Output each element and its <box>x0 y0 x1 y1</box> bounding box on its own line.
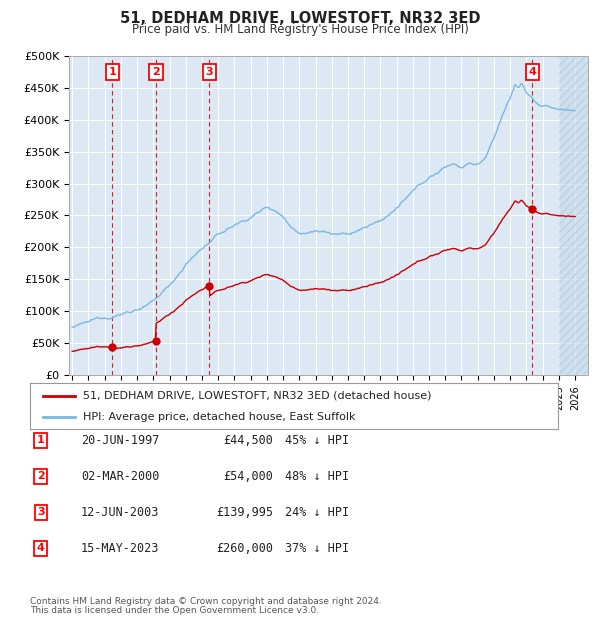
Text: 2: 2 <box>152 67 160 77</box>
Text: 37% ↓ HPI: 37% ↓ HPI <box>285 542 349 554</box>
Text: Price paid vs. HM Land Registry's House Price Index (HPI): Price paid vs. HM Land Registry's House … <box>131 23 469 36</box>
Text: 1: 1 <box>37 435 44 445</box>
Text: 12-JUN-2003: 12-JUN-2003 <box>81 506 160 518</box>
Text: 51, DEDHAM DRIVE, LOWESTOFT, NR32 3ED (detached house): 51, DEDHAM DRIVE, LOWESTOFT, NR32 3ED (d… <box>83 391 431 401</box>
Text: 15-MAY-2023: 15-MAY-2023 <box>81 542 160 554</box>
Text: 4: 4 <box>37 543 45 553</box>
Bar <box>559 56 588 375</box>
Text: 20-JUN-1997: 20-JUN-1997 <box>81 434 160 446</box>
Text: 1: 1 <box>109 67 116 77</box>
Text: £139,995: £139,995 <box>216 506 273 518</box>
Text: 3: 3 <box>205 67 213 77</box>
Text: HPI: Average price, detached house, East Suffolk: HPI: Average price, detached house, East… <box>83 412 355 422</box>
Text: 3: 3 <box>37 507 44 517</box>
Text: 24% ↓ HPI: 24% ↓ HPI <box>285 506 349 518</box>
Text: 51, DEDHAM DRIVE, LOWESTOFT, NR32 3ED: 51, DEDHAM DRIVE, LOWESTOFT, NR32 3ED <box>120 11 480 26</box>
Text: £54,000: £54,000 <box>223 470 273 482</box>
Text: 4: 4 <box>529 67 536 77</box>
Text: £44,500: £44,500 <box>223 434 273 446</box>
Text: 2: 2 <box>37 471 44 481</box>
Text: 02-MAR-2000: 02-MAR-2000 <box>81 470 160 482</box>
Text: £260,000: £260,000 <box>216 542 273 554</box>
Text: Contains HM Land Registry data © Crown copyright and database right 2024.: Contains HM Land Registry data © Crown c… <box>30 597 382 606</box>
Text: 45% ↓ HPI: 45% ↓ HPI <box>285 434 349 446</box>
Text: This data is licensed under the Open Government Licence v3.0.: This data is licensed under the Open Gov… <box>30 606 319 615</box>
Text: 48% ↓ HPI: 48% ↓ HPI <box>285 470 349 482</box>
